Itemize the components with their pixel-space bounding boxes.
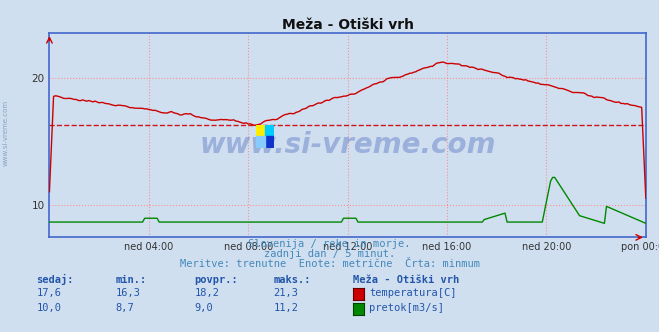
Text: 17,6: 17,6 xyxy=(36,289,61,298)
Text: povpr.:: povpr.: xyxy=(194,275,238,285)
Bar xyxy=(265,136,274,148)
Bar xyxy=(265,124,274,136)
Text: 18,2: 18,2 xyxy=(194,289,219,298)
Text: www.si-vreme.com: www.si-vreme.com xyxy=(200,131,496,159)
Text: www.si-vreme.com: www.si-vreme.com xyxy=(2,100,9,166)
Text: maks.:: maks.: xyxy=(273,275,311,285)
Text: 10,0: 10,0 xyxy=(36,303,61,313)
Text: Meritve: trenutne  Enote: metrične  Črta: minmum: Meritve: trenutne Enote: metrične Črta: … xyxy=(179,259,480,269)
Text: 16,3: 16,3 xyxy=(115,289,140,298)
Bar xyxy=(256,124,265,136)
Text: zadnji dan / 5 minut.: zadnji dan / 5 minut. xyxy=(264,249,395,259)
Title: Meža - Otiški vrh: Meža - Otiški vrh xyxy=(281,18,414,32)
Text: pretok[m3/s]: pretok[m3/s] xyxy=(369,303,444,313)
Bar xyxy=(256,136,265,148)
Text: 11,2: 11,2 xyxy=(273,303,299,313)
Text: Slovenija / reke in morje.: Slovenija / reke in morje. xyxy=(248,239,411,249)
Text: 8,7: 8,7 xyxy=(115,303,134,313)
Text: min.:: min.: xyxy=(115,275,146,285)
Text: 21,3: 21,3 xyxy=(273,289,299,298)
Text: sedaj:: sedaj: xyxy=(36,274,74,285)
Text: 9,0: 9,0 xyxy=(194,303,213,313)
Text: temperatura[C]: temperatura[C] xyxy=(369,289,457,298)
Text: Meža - Otiški vrh: Meža - Otiški vrh xyxy=(353,275,459,285)
